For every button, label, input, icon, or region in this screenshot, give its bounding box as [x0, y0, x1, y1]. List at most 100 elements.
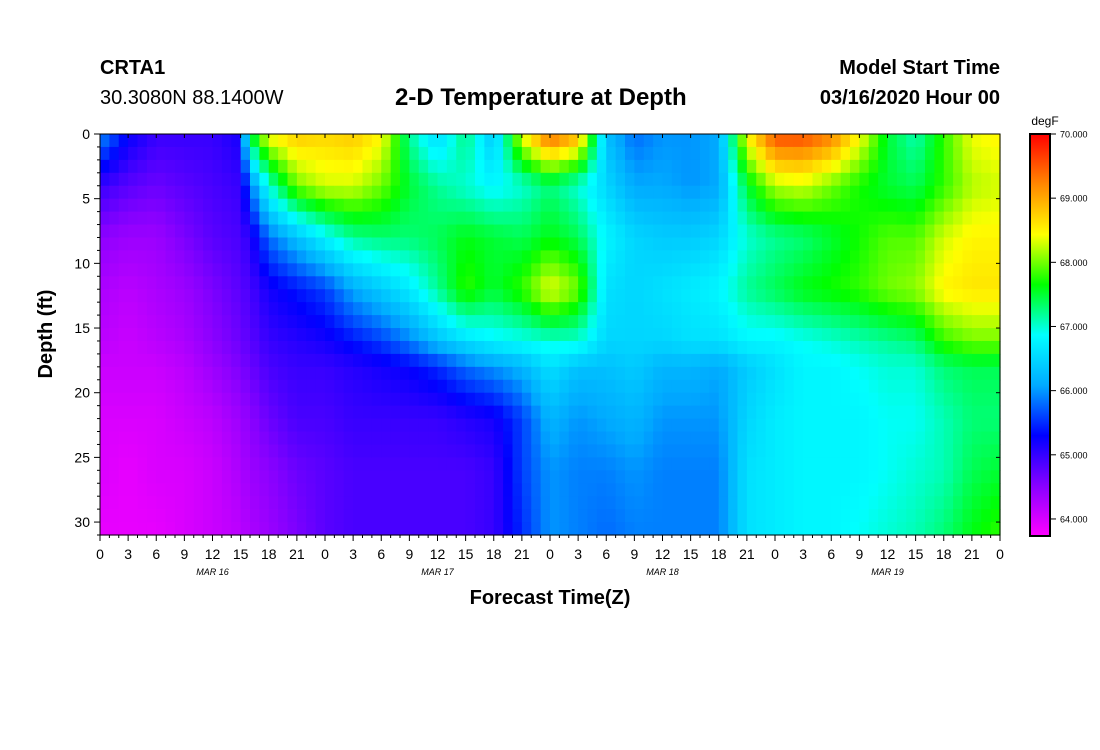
heatmap-cell: [625, 315, 635, 329]
heatmap-cell: [137, 289, 148, 303]
heatmap-cell: [418, 146, 429, 161]
heatmap-cell: [109, 315, 120, 329]
heatmap-cell: [925, 172, 935, 187]
heatmap-cell: [606, 185, 617, 200]
heatmap-cell: [709, 146, 720, 161]
heatmap-cell: [775, 172, 785, 187]
heatmap-cell: [475, 366, 485, 381]
heatmap-cell: [409, 237, 420, 252]
heatmap-cell: [718, 263, 729, 277]
heatmap-cell: [109, 237, 120, 252]
heatmap-cell: [287, 146, 298, 161]
heatmap-cell: [137, 134, 148, 148]
heatmap-cell: [878, 509, 889, 523]
heatmap-cell: [568, 276, 579, 290]
heatmap-cell: [615, 276, 626, 290]
heatmap-cell: [437, 522, 448, 536]
heatmap-cell: [606, 159, 617, 174]
heatmap-cell: [831, 470, 842, 484]
heatmap-cell: [775, 444, 785, 458]
heatmap-cell: [231, 470, 242, 484]
colorbar-tick-label: 68.000: [1060, 258, 1088, 268]
heatmap-cell: [109, 302, 120, 316]
heatmap-cell: [165, 379, 176, 394]
heatmap-cell: [943, 250, 954, 264]
heatmap-cell: [334, 353, 345, 368]
heatmap-cell: [484, 418, 495, 433]
heatmap-cell: [643, 483, 654, 497]
heatmap-cell: [821, 483, 832, 497]
heatmap-cell: [475, 172, 485, 187]
heatmap-cell: [400, 509, 410, 523]
heatmap-cell: [981, 366, 992, 381]
heatmap-cell: [353, 457, 364, 471]
heatmap-cell: [231, 366, 242, 381]
heatmap-cell: [550, 198, 560, 213]
heatmap-cell: [268, 185, 279, 200]
heatmap-cell: [465, 470, 476, 484]
heatmap-cell: [709, 185, 720, 200]
heatmap-cell: [643, 444, 654, 458]
heatmap-cell: [981, 250, 992, 264]
heatmap-cell: [756, 496, 767, 510]
heatmap-cell: [615, 496, 626, 510]
heatmap-cell: [831, 198, 842, 213]
heatmap-cell: [803, 366, 814, 381]
heatmap-cell: [503, 263, 514, 277]
heatmap-cell: [896, 392, 907, 407]
heatmap-cell: [137, 328, 148, 342]
heatmap-cell: [484, 392, 495, 407]
heatmap-cell: [428, 263, 439, 277]
heatmap-cell: [390, 483, 401, 497]
heatmap-cell: [203, 392, 214, 407]
heatmap-cell: [793, 444, 804, 458]
heatmap-cell: [325, 405, 335, 420]
heatmap-cell: [128, 405, 139, 420]
heatmap-cell: [550, 522, 560, 536]
heatmap-cell: [962, 366, 973, 381]
heatmap-cell: [315, 340, 326, 355]
heatmap-cell: [831, 185, 842, 200]
heatmap-cell: [437, 328, 448, 342]
heatmap-cell: [203, 353, 214, 368]
heatmap-cell: [859, 315, 870, 329]
heatmap-cell: [250, 431, 260, 446]
heatmap-cell: [418, 250, 429, 264]
heatmap-cell: [793, 328, 804, 342]
heatmap-cell: [681, 159, 692, 174]
heatmap-cell: [803, 146, 814, 161]
heatmap-cell: [156, 146, 167, 161]
heatmap-cell: [334, 172, 345, 187]
heatmap-cell: [128, 263, 139, 277]
heatmap-cell: [878, 211, 889, 226]
heatmap-cell: [362, 289, 373, 303]
heatmap-cell: [409, 263, 420, 277]
heatmap-cell: [268, 237, 279, 252]
heatmap-cell: [325, 134, 335, 148]
heatmap-cell: [953, 328, 964, 342]
heatmap-cell: [268, 353, 279, 368]
heatmap-cell: [859, 405, 870, 420]
heatmap-cell: [128, 509, 139, 523]
heatmap-cell: [578, 522, 589, 536]
heatmap-cell: [137, 172, 148, 187]
heatmap-cell: [437, 340, 448, 355]
heatmap-cell: [737, 444, 748, 458]
heatmap-cell: [756, 379, 767, 394]
heatmap-cell: [193, 211, 204, 226]
heatmap-cell: [671, 276, 682, 290]
heatmap-cell: [896, 509, 907, 523]
heatmap-cell: [306, 483, 317, 497]
heatmap-cell: [503, 328, 514, 342]
heatmap-cell: [709, 496, 720, 510]
heatmap-cell: [606, 496, 617, 510]
heatmap-cell: [362, 302, 373, 316]
heatmap-cell: [981, 340, 992, 355]
heatmap-cell: [343, 366, 354, 381]
heatmap-cell: [878, 289, 889, 303]
heatmap-cell: [278, 172, 289, 187]
heatmap-cell: [765, 496, 776, 510]
heatmap-cell: [700, 405, 710, 420]
heatmap-cell: [728, 431, 739, 446]
heatmap-cell: [700, 237, 710, 252]
